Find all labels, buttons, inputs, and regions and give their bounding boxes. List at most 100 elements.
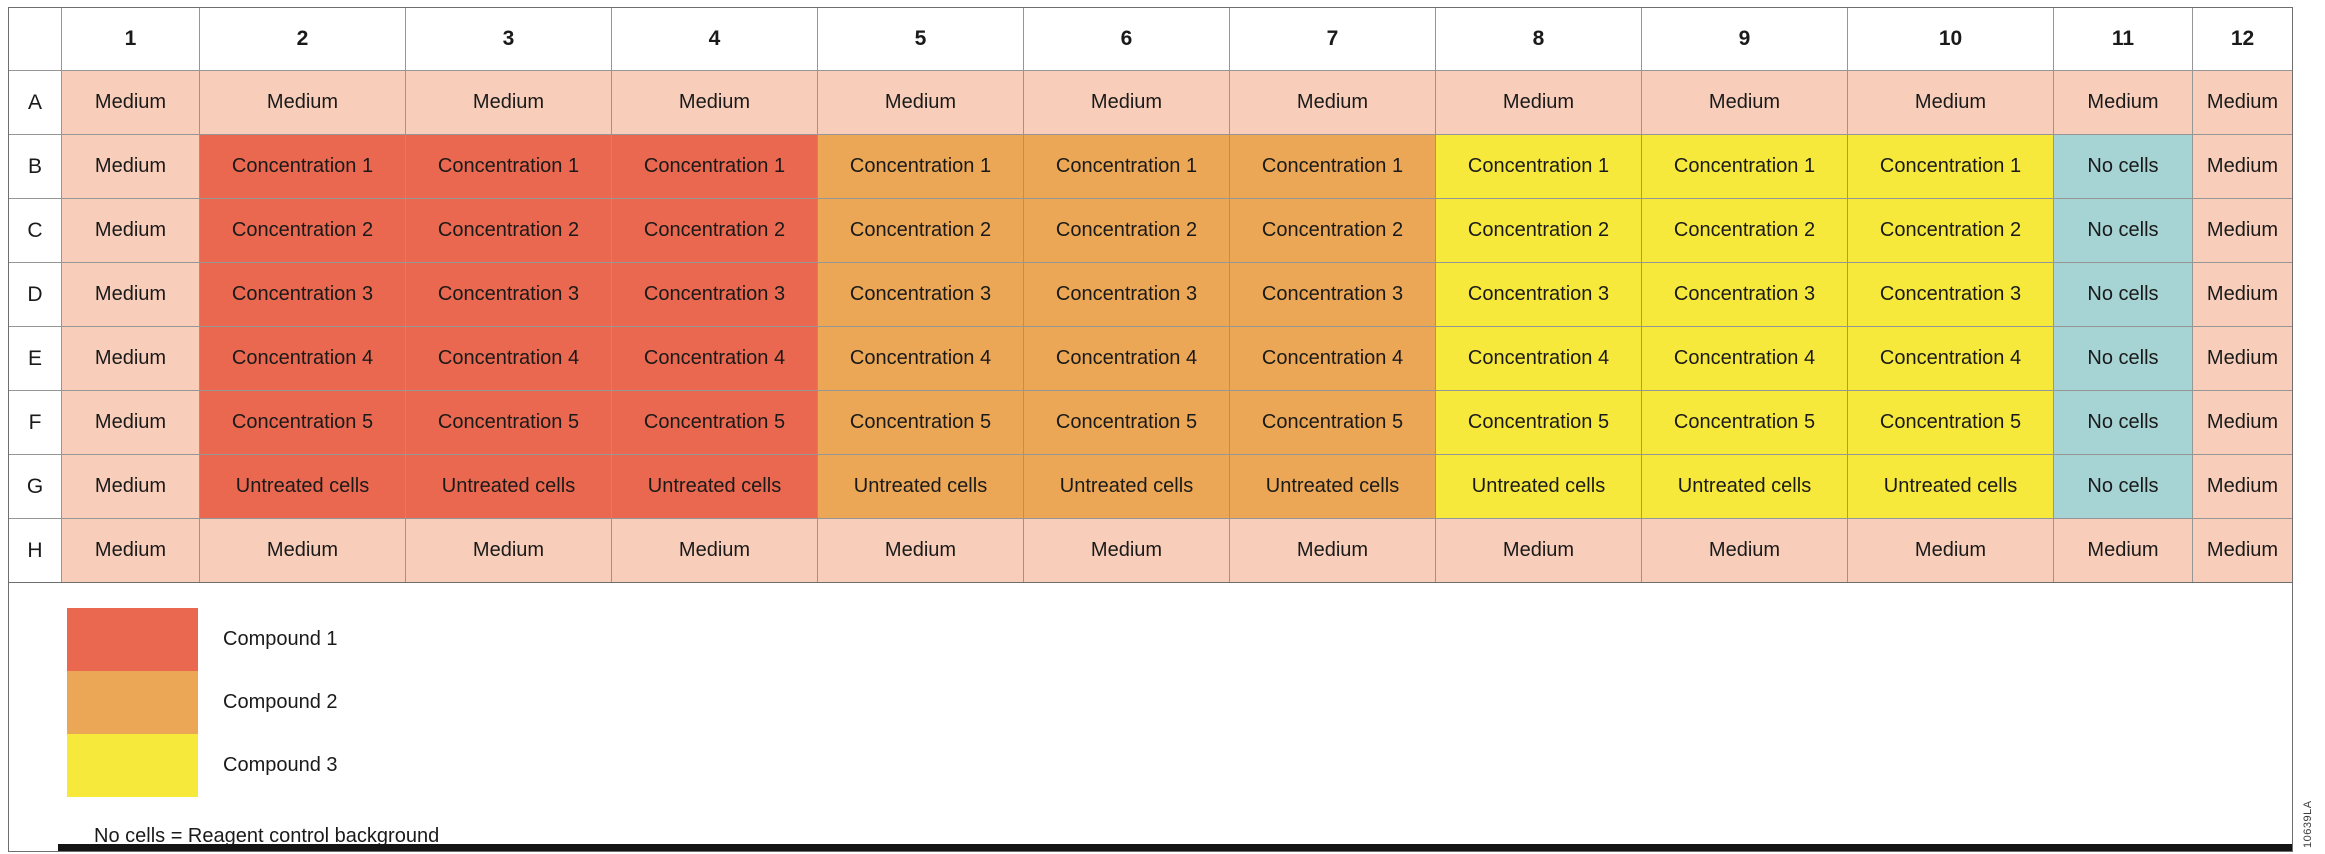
- column-header: 10: [1848, 8, 2053, 70]
- plate-corner-cell: [9, 8, 61, 70]
- plate-cell: No cells: [2054, 327, 2192, 390]
- plate-cell: Medium: [1024, 71, 1229, 134]
- plate-cell: Medium: [2193, 199, 2292, 262]
- plate-cell: Concentration 5: [406, 391, 611, 454]
- plate-cell: Medium: [2193, 71, 2292, 134]
- plate-cell: Medium: [1436, 71, 1641, 134]
- row-label: G: [9, 455, 61, 518]
- figure-id-label: 10639LA: [2302, 800, 2314, 848]
- plate-cell: Medium: [612, 71, 817, 134]
- row-label: D: [9, 263, 61, 326]
- plate-cell: Concentration 1: [1230, 135, 1435, 198]
- plate-cell: Untreated cells: [1024, 455, 1229, 518]
- plate-cell: Medium: [200, 71, 405, 134]
- legend-note: No cells = Reagent control background: [94, 825, 440, 847]
- row-label: H: [9, 519, 61, 582]
- plate-cell: Medium: [62, 199, 199, 262]
- plate-cell: Concentration 1: [1436, 135, 1641, 198]
- plate-cell: Concentration 2: [1024, 199, 1229, 262]
- plate-cell: Medium: [2054, 71, 2192, 134]
- legend-item: Compound 3: [67, 734, 338, 797]
- bottom-bar: [58, 844, 2292, 851]
- column-header: 1: [62, 8, 199, 70]
- plate-cell: Concentration 1: [406, 135, 611, 198]
- plate-cell: Medium: [1436, 519, 1641, 582]
- plate-cell: Concentration 3: [1848, 263, 2053, 326]
- plate-cell: Concentration 5: [1642, 391, 1847, 454]
- plate-cell: Untreated cells: [1848, 455, 2053, 518]
- row-label: E: [9, 327, 61, 390]
- plate-cell: No cells: [2054, 455, 2192, 518]
- plate-grid: 1 2 3 4 5 6 7 8 9 10 11 12 A Medium Medium Medium Medium…: [9, 8, 2292, 583]
- plate-cell: Concentration 4: [612, 327, 817, 390]
- plate-cell: Untreated cells: [612, 455, 817, 518]
- plate-cell: Untreated cells: [200, 455, 405, 518]
- plate-cell: Concentration 2: [200, 199, 405, 262]
- plate-cell: Medium: [62, 455, 199, 518]
- column-header: 12: [2193, 8, 2292, 70]
- legend-swatch-compound3: [67, 734, 198, 797]
- plate-cell: Untreated cells: [1436, 455, 1641, 518]
- plate-cell: Medium: [62, 135, 199, 198]
- plate-cell: Concentration 1: [818, 135, 1023, 198]
- plate-cell: Concentration 2: [1642, 199, 1847, 262]
- plate-cell: Untreated cells: [818, 455, 1023, 518]
- plate-cell: No cells: [2054, 135, 2192, 198]
- plate-cell: Concentration 3: [200, 263, 405, 326]
- plate-cell: Concentration 3: [818, 263, 1023, 326]
- plate-cell: Concentration 4: [818, 327, 1023, 390]
- plate-cell: Medium: [2054, 519, 2192, 582]
- legend: Compound 1 Compound 2 Compound 3: [67, 608, 338, 797]
- plate-cell: Medium: [2193, 519, 2292, 582]
- plate-cell: Untreated cells: [1642, 455, 1847, 518]
- plate-cell: Concentration 4: [1024, 327, 1229, 390]
- plate-cell: Medium: [62, 519, 199, 582]
- plate-cell: Medium: [62, 71, 199, 134]
- plate-cell: Concentration 1: [612, 135, 817, 198]
- plate-cell: Medium: [818, 71, 1023, 134]
- plate-cell: Concentration 3: [1436, 263, 1641, 326]
- plate-cell: Medium: [1642, 519, 1847, 582]
- plate-cell: Untreated cells: [1230, 455, 1435, 518]
- plate-cell: Concentration 5: [1230, 391, 1435, 454]
- legend-item: Compound 1: [67, 608, 338, 671]
- plate-cell: Concentration 2: [1230, 199, 1435, 262]
- plate-cell: Medium: [62, 327, 199, 390]
- plate-cell: Concentration 4: [1848, 327, 2053, 390]
- plate-cell: Concentration 3: [1024, 263, 1229, 326]
- column-header: 5: [818, 8, 1023, 70]
- legend-swatch-compound2: [67, 671, 198, 734]
- plate-cell: Concentration 5: [1848, 391, 2053, 454]
- plate-cell: Concentration 1: [1642, 135, 1847, 198]
- plate-cell: Concentration 5: [612, 391, 817, 454]
- row-label: F: [9, 391, 61, 454]
- plate-cell: Concentration 5: [1436, 391, 1641, 454]
- column-header: 6: [1024, 8, 1229, 70]
- plate-cell: Concentration 2: [406, 199, 611, 262]
- plate-cell: Medium: [62, 391, 199, 454]
- plate-cell: Medium: [2193, 263, 2292, 326]
- plate-cell: Concentration 3: [406, 263, 611, 326]
- plate-cell: Medium: [2193, 391, 2292, 454]
- plate-cell: Medium: [1848, 71, 2053, 134]
- plate-cell: Medium: [2193, 135, 2292, 198]
- legend-label: Compound 2: [223, 691, 338, 713]
- plate-cell: Concentration 2: [612, 199, 817, 262]
- plate-cell: Concentration 4: [200, 327, 405, 390]
- plate-cell: Concentration 1: [200, 135, 405, 198]
- plate-cell: Medium: [818, 519, 1023, 582]
- plate-cell: No cells: [2054, 391, 2192, 454]
- column-header: 8: [1436, 8, 1641, 70]
- plate-cell: Concentration 2: [818, 199, 1023, 262]
- legend-label: Compound 1: [223, 628, 338, 650]
- plate-cell: Medium: [2193, 327, 2292, 390]
- legend-label: Compound 3: [223, 754, 338, 776]
- plate-cell: Concentration 2: [1436, 199, 1641, 262]
- plate-cell: Concentration 3: [1642, 263, 1847, 326]
- plate-cell: Medium: [406, 71, 611, 134]
- plate-cell: Concentration 2: [1848, 199, 2053, 262]
- plate-cell: Concentration 5: [1024, 391, 1229, 454]
- row-label: A: [9, 71, 61, 134]
- plate-cell: Concentration 4: [406, 327, 611, 390]
- plate-cell: Medium: [612, 519, 817, 582]
